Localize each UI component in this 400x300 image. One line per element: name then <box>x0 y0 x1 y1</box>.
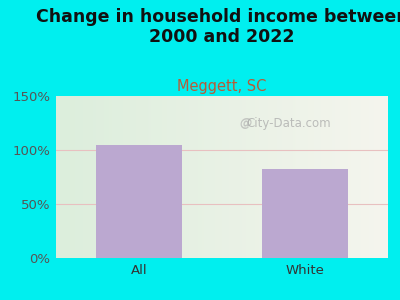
Bar <box>96 145 182 258</box>
Text: City-Data.com: City-Data.com <box>246 117 331 130</box>
Text: @: @ <box>239 117 252 130</box>
Text: Meggett, SC: Meggett, SC <box>177 80 267 94</box>
Bar <box>262 169 348 258</box>
Text: Change in household income between
2000 and 2022: Change in household income between 2000 … <box>36 8 400 46</box>
